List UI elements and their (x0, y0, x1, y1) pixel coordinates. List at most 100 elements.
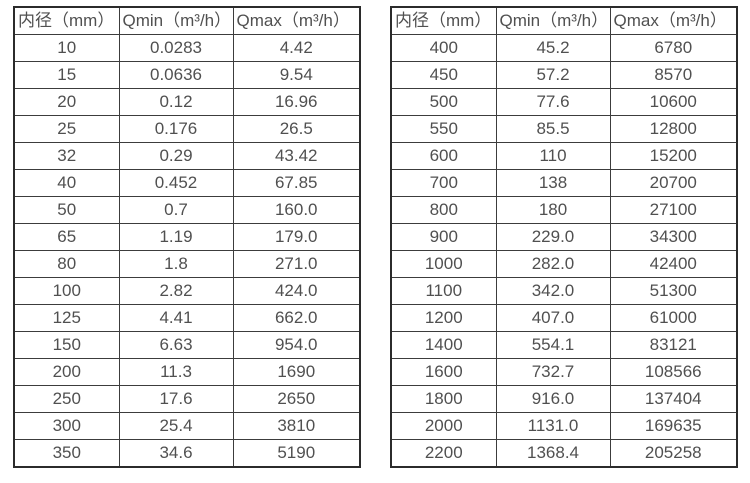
cell-diameter: 10 (13, 34, 120, 62)
table-row: 50 0.7 160.0 (13, 196, 361, 224)
table-row: 125 4.41 662.0 (13, 304, 361, 332)
cell-qmin: 0.12 (118, 88, 234, 116)
cell-diameter: 1400 (390, 331, 497, 359)
cell-qmax: 1690 (232, 358, 361, 386)
cell-diameter: 150 (13, 331, 120, 359)
cell-qmax: 4.42 (232, 34, 361, 62)
header-row: 内径（mm） Qmin（m³/h） Qmax（m³/h） (390, 6, 738, 35)
cell-qmax: 137404 (609, 385, 738, 413)
cell-qmin: 6.63 (118, 331, 234, 359)
cell-diameter: 800 (390, 196, 497, 224)
cell-qmax: 179.0 (232, 223, 361, 251)
cell-diameter: 1200 (390, 304, 497, 332)
cell-qmax: 108566 (609, 358, 738, 386)
cell-qmax: 27100 (609, 196, 738, 224)
cell-qmax: 15200 (609, 142, 738, 170)
table-row: 25 0.176 26.5 (13, 115, 361, 143)
cell-qmin: 85.5 (495, 115, 611, 143)
header-cell-qmax: Qmax（m³/h） (232, 6, 361, 35)
cell-diameter: 125 (13, 304, 120, 332)
cell-diameter: 15 (13, 61, 120, 89)
table-body: 400 45.2 6780 450 57.2 8570 500 77.6 10600 550 85.… (390, 34, 738, 468)
cell-diameter: 20 (13, 88, 120, 116)
cell-qmax: 12800 (609, 115, 738, 143)
cell-diameter: 50 (13, 196, 120, 224)
cell-qmin: 17.6 (118, 385, 234, 413)
cell-qmin: 0.0283 (118, 34, 234, 62)
table-row: 1000 282.0 42400 (390, 250, 738, 278)
cell-qmin: 25.4 (118, 412, 234, 440)
table-row: 100 2.82 424.0 (13, 277, 361, 305)
cell-qmax: 8570 (609, 61, 738, 89)
table-row: 250 17.6 2650 (13, 385, 361, 413)
cell-diameter: 25 (13, 115, 120, 143)
cell-qmin: 282.0 (495, 250, 611, 278)
header-row: 内径（mm） Qmin（m³/h） Qmax（m³/h） (13, 6, 361, 35)
cell-diameter: 200 (13, 358, 120, 386)
cell-qmax: 16.96 (232, 88, 361, 116)
header-cell-diameter: 内径（mm） (390, 6, 497, 35)
cell-qmax: 662.0 (232, 304, 361, 332)
cell-qmin: 0.7 (118, 196, 234, 224)
cell-qmax: 160.0 (232, 196, 361, 224)
cell-qmin: 1.8 (118, 250, 234, 278)
cell-qmin: 0.29 (118, 142, 234, 170)
cell-diameter: 900 (390, 223, 497, 251)
header-cell-qmin: Qmin（m³/h） (495, 6, 611, 35)
cell-qmin: 180 (495, 196, 611, 224)
cell-qmax: 10600 (609, 88, 738, 116)
table-row: 350 34.6 5190 (13, 439, 361, 468)
cell-qmin: 342.0 (495, 277, 611, 305)
cell-diameter: 80 (13, 250, 120, 278)
cell-qmin: 0.0636 (118, 61, 234, 89)
table-body: 10 0.0283 4.42 15 0.0636 9.54 20 0.12 16.96 25 0.1… (13, 34, 361, 468)
cell-qmax: 9.54 (232, 61, 361, 89)
cell-qmax: 34300 (609, 223, 738, 251)
cell-qmin: 916.0 (495, 385, 611, 413)
table-row: 15 0.0636 9.54 (13, 61, 361, 89)
table-row: 600 110 15200 (390, 142, 738, 170)
table-row: 700 138 20700 (390, 169, 738, 197)
table-row: 300 25.4 3810 (13, 412, 361, 440)
flow-table-small-diameters: 内径（mm） Qmin（m³/h） Qmax（m³/h） 10 0.0283 4.4… (13, 6, 361, 468)
cell-qmin: 2.82 (118, 277, 234, 305)
cell-qmin: 554.1 (495, 331, 611, 359)
cell-qmax: 83121 (609, 331, 738, 359)
cell-qmax: 20700 (609, 169, 738, 197)
table-row: 20 0.12 16.96 (13, 88, 361, 116)
cell-qmax: 67.85 (232, 169, 361, 197)
cell-diameter: 1000 (390, 250, 497, 278)
cell-diameter: 2000 (390, 412, 497, 440)
cell-qmin: 229.0 (495, 223, 611, 251)
cell-qmin: 407.0 (495, 304, 611, 332)
cell-diameter: 300 (13, 412, 120, 440)
cell-diameter: 1100 (390, 277, 497, 305)
cell-qmax: 954.0 (232, 331, 361, 359)
cell-qmin: 0.176 (118, 115, 234, 143)
table-row: 2000 1131.0 169635 (390, 412, 738, 440)
cell-qmax: 5190 (232, 439, 361, 468)
table-row: 80 1.8 271.0 (13, 250, 361, 278)
cell-diameter: 2200 (390, 439, 497, 468)
table-row: 10 0.0283 4.42 (13, 34, 361, 62)
cell-diameter: 1600 (390, 358, 497, 386)
cell-qmin: 1.19 (118, 223, 234, 251)
cell-qmax: 42400 (609, 250, 738, 278)
cell-diameter: 600 (390, 142, 497, 170)
cell-qmax: 43.42 (232, 142, 361, 170)
table-row: 2200 1368.4 205258 (390, 439, 738, 468)
header-cell-qmin: Qmin（m³/h） (118, 6, 234, 35)
cell-qmax: 6780 (609, 34, 738, 62)
table-row: 150 6.63 954.0 (13, 331, 361, 359)
cell-qmin: 4.41 (118, 304, 234, 332)
flow-table-large-diameters: 内径（mm） Qmin（m³/h） Qmax（m³/h） 400 45.2 6780… (390, 6, 738, 468)
header-cell-diameter: 内径（mm） (13, 6, 120, 35)
cell-qmin: 1368.4 (495, 439, 611, 468)
cell-qmax: 169635 (609, 412, 738, 440)
cell-qmax: 205258 (609, 439, 738, 468)
cell-diameter: 550 (390, 115, 497, 143)
cell-qmax: 61000 (609, 304, 738, 332)
cell-diameter: 400 (390, 34, 497, 62)
header-cell-qmax: Qmax（m³/h） (609, 6, 738, 35)
